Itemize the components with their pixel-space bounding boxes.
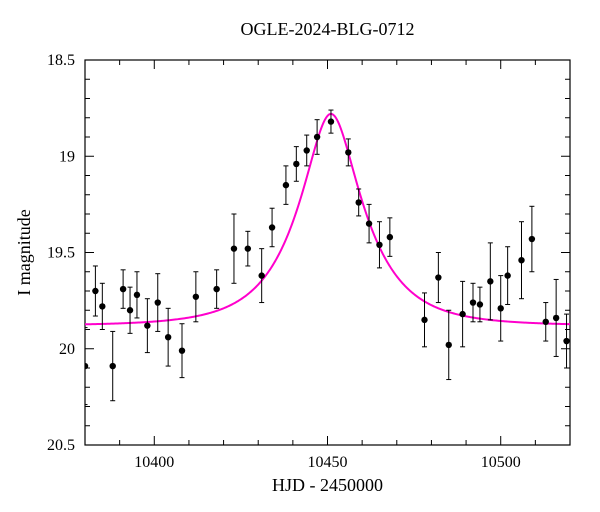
data-point: [345, 149, 351, 155]
data-point: [179, 347, 185, 353]
data-point: [155, 299, 161, 305]
y-tick-label: 18.5: [47, 52, 75, 69]
data-point: [314, 134, 320, 140]
data-point: [231, 245, 237, 251]
x-tick-label: 10500: [481, 454, 521, 471]
plot-frame: [85, 60, 570, 445]
data-point: [304, 147, 310, 153]
data-point: [477, 301, 483, 307]
data-point: [366, 220, 372, 226]
y-axis-label: I magnitude: [14, 209, 34, 295]
data-point: [553, 315, 559, 321]
data-point: [82, 363, 88, 369]
x-tick-label: 10400: [134, 454, 174, 471]
data-point: [127, 307, 133, 313]
data-point: [144, 322, 150, 328]
data-point: [376, 242, 382, 248]
data-point: [446, 342, 452, 348]
data-point: [487, 278, 493, 284]
data-point: [213, 286, 219, 292]
data-point: [165, 334, 171, 340]
data-point: [134, 292, 140, 298]
data-point: [328, 118, 334, 124]
data-point: [543, 319, 549, 325]
data-point: [193, 294, 199, 300]
data-point: [504, 272, 510, 278]
data-point: [421, 317, 427, 323]
data-point: [435, 274, 441, 280]
data-point: [387, 234, 393, 240]
data-point: [269, 224, 275, 230]
data-point: [563, 338, 569, 344]
data-point: [120, 286, 126, 292]
data-point: [245, 245, 251, 251]
data-point: [293, 161, 299, 167]
chart-title: OGLE-2024-BLG-0712: [241, 19, 415, 39]
y-tick-label: 19.5: [47, 245, 75, 262]
x-axis-label: HJD - 2450000: [272, 475, 383, 495]
data-point: [518, 257, 524, 263]
data-point: [498, 305, 504, 311]
data-layer: [82, 110, 570, 405]
y-tick-label: 19: [59, 148, 75, 165]
data-point: [92, 288, 98, 294]
data-point: [258, 272, 264, 278]
y-tick-label: 20: [59, 341, 75, 358]
data-point: [283, 182, 289, 188]
data-point: [459, 311, 465, 317]
data-point: [355, 199, 361, 205]
x-tick-label: 10450: [308, 454, 348, 471]
data-point: [470, 299, 476, 305]
y-tick-label: 20.5: [47, 437, 75, 454]
data-point: [99, 303, 105, 309]
light-curve-plot: OGLE-2024-BLG-0712 10400 10450 10500 18.5 19 1…: [0, 0, 600, 512]
chart-container: OGLE-2024-BLG-0712 10400 10450 10500 18.5 19 1…: [0, 0, 600, 512]
data-point: [110, 363, 116, 369]
data-point: [529, 236, 535, 242]
